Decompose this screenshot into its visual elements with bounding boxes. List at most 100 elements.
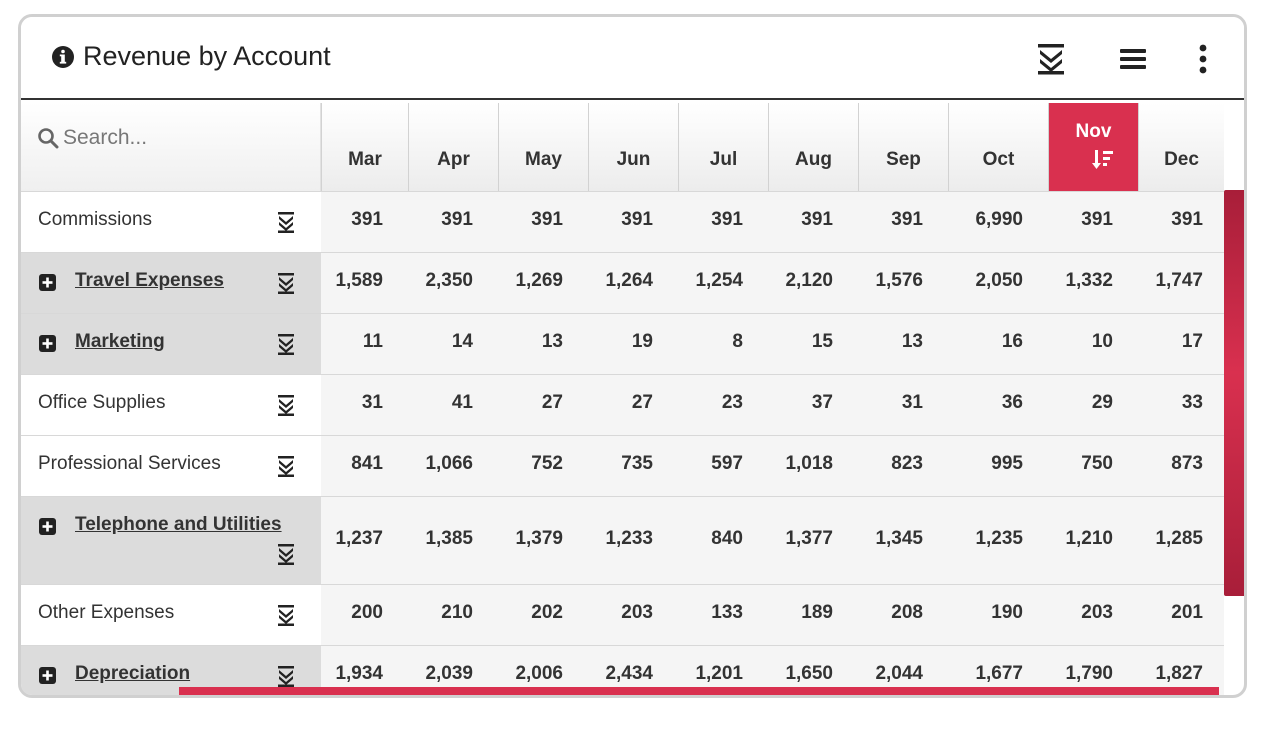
table-cell-nov: 10 [1091, 331, 1113, 352]
table-cell-mar: 841 [351, 453, 383, 474]
table-cell-jun: 19 [631, 331, 653, 352]
data-grid: Mar Apr May Jun Jul Aug Sep Oct Nov Dec Commissio… [21, 103, 1244, 695]
table-cell-may: 13 [541, 331, 563, 352]
table-cell-aug: 15 [811, 331, 833, 352]
table-cell-nov: 203 [1081, 602, 1113, 623]
table-cell-dec: 1,747 [1155, 270, 1203, 291]
drill-down-icon[interactable] [277, 272, 295, 294]
table-cell-apr: 210 [441, 602, 473, 623]
column-header-label: Oct [982, 149, 1015, 170]
drill-down-icon[interactable] [277, 394, 295, 416]
expand-plus-icon[interactable] [39, 518, 56, 535]
table-cell-nov: 29 [1091, 392, 1113, 413]
column-header-jul[interactable]: Jul [678, 103, 768, 191]
table-row: Marketing 11 14 13 19 8 15 13 16 10 17 [21, 313, 1224, 374]
row-label[interactable]: Telephone and Utilities [75, 514, 282, 535]
table-cell-sep: 208 [891, 602, 923, 623]
table-cell-mar: 200 [351, 602, 383, 623]
row-label: Commissions [38, 209, 153, 230]
drill-down-icon[interactable] [277, 543, 295, 565]
row-label[interactable]: Depreciation [75, 663, 191, 684]
table-cell-jul: 8 [732, 331, 743, 352]
vertical-scrollbar[interactable] [1224, 190, 1244, 596]
table-cell-aug: 189 [801, 602, 833, 623]
expand-plus-icon[interactable] [39, 667, 56, 684]
table-cell-apr: 2,039 [425, 663, 473, 684]
expand-plus-icon[interactable] [39, 335, 56, 352]
row-label[interactable]: Marketing [75, 331, 165, 352]
drill-down-icon[interactable] [277, 333, 295, 355]
drill-down-icon[interactable] [277, 211, 295, 233]
table-cell-nov: 1,332 [1065, 270, 1113, 291]
table-cell-oct: 995 [991, 453, 1023, 474]
row-values: 391 391 391 391 391 391 391 6,990 391 391 [321, 192, 1224, 252]
table-cell-aug: 2,120 [785, 270, 833, 291]
column-header-label: May [525, 149, 562, 170]
table-cell-may: 1,379 [515, 528, 563, 549]
horizontal-scrollbar[interactable] [179, 687, 1219, 695]
table-cell-nov: 1,790 [1065, 663, 1113, 684]
table-cell-apr: 41 [451, 392, 473, 413]
kebab-menu-icon [1199, 44, 1207, 74]
column-header-sep[interactable]: Sep [858, 103, 948, 191]
row-label: Office Supplies [38, 392, 166, 413]
table-row: Office Supplies 31 41 27 27 23 37 31 36 29 33 [21, 374, 1224, 435]
table-cell-oct: 190 [991, 602, 1023, 623]
row-label: Professional Services [38, 453, 221, 474]
table-cell-apr: 2,350 [425, 270, 473, 291]
column-header-may[interactable]: May [498, 103, 588, 191]
table-row: Travel Expenses 1,589 2,350 1,269 1,264 1,254… [21, 252, 1224, 313]
table-cell-sep: 2,044 [875, 663, 923, 684]
table-cell-sep: 1,576 [875, 270, 923, 291]
table-cell-dec: 391 [1171, 209, 1203, 230]
more-options-button[interactable] [1183, 39, 1223, 79]
row-label: Other Expenses [38, 602, 175, 623]
drill-down-icon[interactable] [277, 604, 295, 626]
table-cell-sep: 391 [891, 209, 923, 230]
table-cell-mar: 391 [351, 209, 383, 230]
column-header-label: Mar [348, 149, 382, 170]
drill-down-icon[interactable] [277, 455, 295, 477]
column-header-dec[interactable]: Dec [1138, 103, 1224, 191]
table-cell-nov: 750 [1081, 453, 1113, 474]
column-header-label: Aug [795, 149, 832, 170]
row-label-cell: Other Expenses [21, 585, 321, 645]
table-row: Professional Services 841 1,066 752 735 597 1,… [21, 435, 1224, 496]
table-row: Other Expenses 200 210 202 203 133 189 208 190 20… [21, 584, 1224, 645]
list-menu-button[interactable] [1113, 39, 1153, 79]
column-header-label: Nov [1075, 121, 1112, 142]
drill-down-icon[interactable] [277, 665, 295, 687]
expand-plus-icon[interactable] [39, 274, 56, 291]
table-cell-apr: 391 [441, 209, 473, 230]
table-cell-apr: 1,066 [425, 453, 473, 474]
column-header-aug[interactable]: Aug [768, 103, 858, 191]
table-cell-jun: 1,233 [605, 528, 653, 549]
table-cell-mar: 1,934 [335, 663, 383, 684]
column-header-mar[interactable]: Mar [321, 103, 408, 191]
expand-all-button[interactable] [1031, 39, 1071, 79]
column-header-jun[interactable]: Jun [588, 103, 678, 191]
expand-all-icon [1038, 44, 1064, 75]
table-cell-sep: 823 [891, 453, 923, 474]
table-cell-jun: 203 [621, 602, 653, 623]
column-header-oct[interactable]: Oct [948, 103, 1048, 191]
table-cell-oct: 1,677 [975, 663, 1023, 684]
column-header-nov[interactable]: Nov [1048, 103, 1138, 191]
row-label[interactable]: Travel Expenses [75, 270, 224, 291]
column-header-apr[interactable]: Apr [408, 103, 498, 191]
table-cell-nov: 391 [1081, 209, 1113, 230]
table-cell-jun: 2,434 [605, 663, 653, 684]
info-circle-icon[interactable] [51, 45, 75, 69]
table-cell-sep: 13 [901, 331, 923, 352]
list-menu-icon [1120, 49, 1146, 69]
search-input[interactable] [63, 121, 303, 155]
revenue-widget: Revenue by Account [18, 14, 1247, 698]
table-cell-may: 391 [531, 209, 563, 230]
sort-descending-icon [1091, 150, 1113, 169]
table-cell-dec: 1,285 [1155, 528, 1203, 549]
table-row: Telephone and Utilities 1,237 1,385 1,379 1,… [21, 496, 1224, 584]
table-cell-may: 202 [531, 602, 563, 623]
row-label-cell: Marketing [21, 314, 321, 374]
row-values: 1,589 2,350 1,269 1,264 1,254 2,120 1,576 2,050… [321, 253, 1224, 313]
table-cell-aug: 1,377 [785, 528, 833, 549]
